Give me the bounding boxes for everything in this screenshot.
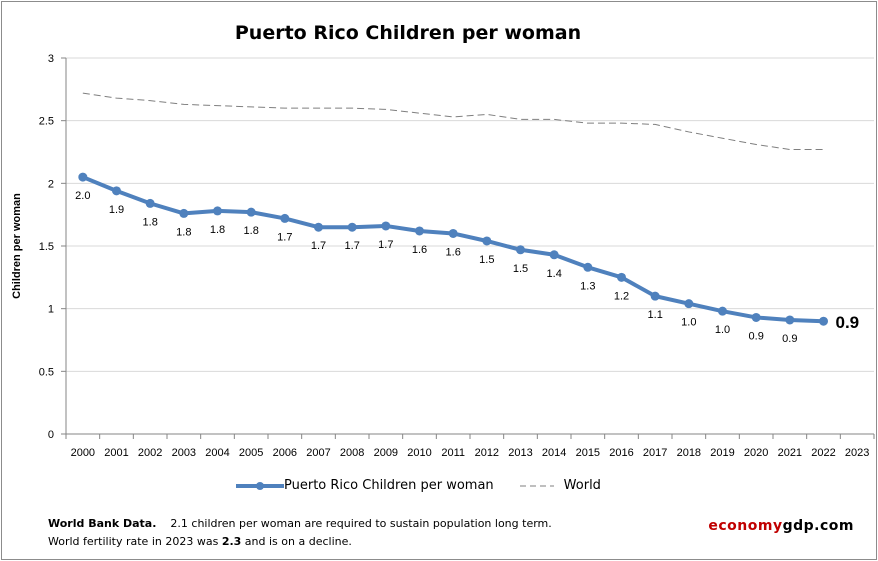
x-tick-label: 2005 bbox=[239, 447, 263, 459]
x-tick-label: 2001 bbox=[104, 447, 128, 459]
footer-note-line1: World Bank Data. 2.1 children per woman … bbox=[48, 517, 552, 530]
y-tick-label: 3 bbox=[48, 53, 54, 65]
data-label: 1.9 bbox=[109, 204, 124, 216]
data-point-puerto-rico bbox=[213, 206, 222, 216]
data-point-puerto-rico bbox=[819, 316, 828, 326]
data-point-puerto-rico bbox=[617, 272, 626, 282]
footer-line2-bold: 2.3 bbox=[221, 535, 242, 548]
data-point-puerto-rico bbox=[583, 262, 593, 272]
data-label: 1.7 bbox=[345, 240, 360, 252]
data-point-puerto-rico bbox=[684, 299, 694, 309]
brand-part2: gdp.com bbox=[782, 518, 854, 534]
x-tick-label: 2014 bbox=[542, 447, 566, 459]
data-label: 1.7 bbox=[277, 231, 292, 243]
footer-note-line2: World fertility rate in 2023 was 2.3 and… bbox=[48, 535, 352, 548]
data-label: 1.0 bbox=[681, 317, 696, 329]
x-tick-label: 2019 bbox=[710, 447, 734, 459]
data-label: 1.3 bbox=[580, 280, 595, 292]
data-point-puerto-rico bbox=[112, 186, 121, 196]
data-label: 1.8 bbox=[176, 226, 191, 238]
data-point-puerto-rico bbox=[246, 207, 256, 217]
legend-swatch-world bbox=[519, 485, 554, 486]
x-tick-label: 2017 bbox=[643, 447, 667, 459]
legend-label-world: World bbox=[563, 478, 601, 493]
x-tick-label: 2023 bbox=[845, 447, 869, 459]
data-label: 1.8 bbox=[210, 224, 225, 236]
y-tick-label: 2.5 bbox=[39, 116, 54, 128]
x-tick-label: 2009 bbox=[374, 447, 398, 459]
data-label: 0.9 bbox=[749, 330, 764, 342]
y-axis-label: Children per woman bbox=[11, 193, 23, 299]
data-point-puerto-rico bbox=[448, 228, 458, 238]
data-label: 0.9 bbox=[782, 333, 797, 345]
x-tick-label: 2015 bbox=[576, 447, 600, 459]
x-tick-label: 2013 bbox=[508, 447, 532, 459]
footer-line2-pre: World fertility rate in 2023 was bbox=[48, 535, 222, 548]
data-point-puerto-rico bbox=[145, 198, 155, 208]
y-tick-label: 0.5 bbox=[39, 366, 54, 378]
y-tick-label: 1 bbox=[48, 304, 54, 316]
data-label: 1.7 bbox=[311, 240, 326, 252]
data-label: 1.7 bbox=[378, 239, 393, 251]
legend-label-puerto-rico: Puerto Rico Children per woman bbox=[284, 478, 494, 493]
data-point-puerto-rico bbox=[78, 172, 88, 182]
data-point-puerto-rico bbox=[785, 315, 795, 325]
x-tick-label: 2011 bbox=[441, 447, 465, 459]
data-label: 2.0 bbox=[75, 190, 90, 202]
legend-item-puerto-rico: Puerto Rico Children per woman bbox=[236, 478, 494, 493]
data-point-puerto-rico bbox=[549, 250, 559, 260]
x-tick-label: 2018 bbox=[677, 447, 701, 459]
brand-logo: economygdp.com bbox=[708, 518, 854, 534]
x-tick-label: 2006 bbox=[273, 447, 297, 459]
legend-swatch-puerto-rico bbox=[236, 481, 284, 490]
x-tick-label: 2022 bbox=[811, 447, 835, 459]
data-point-puerto-rico bbox=[415, 226, 424, 236]
data-point-puerto-rico bbox=[381, 221, 391, 231]
data-point-puerto-rico bbox=[280, 213, 290, 223]
data-label: 1.2 bbox=[614, 290, 629, 302]
footer-line1-text: 2.1 children per woman are required to s… bbox=[170, 517, 552, 530]
data-point-puerto-rico bbox=[179, 208, 189, 218]
data-label: 1.5 bbox=[479, 254, 494, 266]
x-tick-label: 2012 bbox=[475, 447, 499, 459]
data-label: 1.0 bbox=[715, 324, 730, 336]
chart-title: Puerto Rico Children per woman bbox=[234, 22, 582, 44]
x-tick-label: 2021 bbox=[778, 447, 802, 459]
brand-part1: economy bbox=[708, 518, 783, 534]
data-point-puerto-rico bbox=[650, 291, 660, 301]
data-label: 1.4 bbox=[547, 268, 562, 280]
data-point-puerto-rico bbox=[718, 306, 727, 316]
data-point-puerto-rico bbox=[516, 245, 525, 255]
legend: Puerto Rico Children per woman World bbox=[236, 478, 627, 493]
x-tick-label: 2002 bbox=[138, 447, 162, 459]
data-label: 1.8 bbox=[244, 225, 259, 237]
data-point-puerto-rico bbox=[347, 222, 357, 232]
data-label-last: 0.9 bbox=[836, 313, 860, 332]
x-tick-label: 2016 bbox=[609, 447, 633, 459]
data-point-puerto-rico bbox=[751, 312, 761, 322]
x-tick-label: 2007 bbox=[306, 447, 330, 459]
x-tick-label: 2004 bbox=[205, 447, 229, 459]
data-label: 1.6 bbox=[446, 246, 461, 258]
x-tick-label: 2003 bbox=[172, 447, 196, 459]
footer-source: World Bank Data. bbox=[48, 517, 157, 530]
x-tick-label: 2020 bbox=[744, 447, 768, 459]
series-line-world bbox=[82, 92, 824, 150]
footer-line2-post: and is on a decline. bbox=[241, 535, 352, 548]
data-label: 1.8 bbox=[143, 216, 158, 228]
data-label: 1.6 bbox=[412, 244, 427, 256]
y-tick-label: 0 bbox=[48, 429, 54, 441]
y-tick-label: 1.5 bbox=[39, 241, 54, 253]
legend-item-world: World bbox=[519, 478, 601, 493]
x-tick-label: 2000 bbox=[71, 447, 95, 459]
data-point-puerto-rico bbox=[482, 236, 492, 246]
y-tick-label: 2 bbox=[48, 178, 54, 190]
data-point-puerto-rico bbox=[314, 222, 323, 232]
x-tick-label: 2008 bbox=[340, 447, 364, 459]
x-tick-label: 2010 bbox=[407, 447, 431, 459]
data-label: 1.1 bbox=[648, 309, 663, 321]
data-label: 1.5 bbox=[513, 263, 528, 275]
